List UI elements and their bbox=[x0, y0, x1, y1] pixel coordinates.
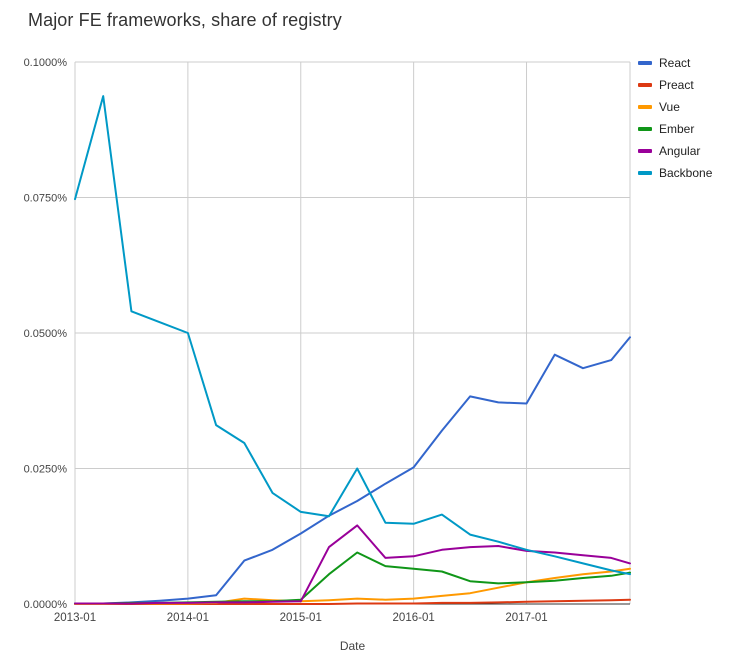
x-tick-label: 2016-01 bbox=[393, 612, 435, 624]
series-line-angular bbox=[74, 524, 631, 605]
y-tick-label: 0.0500% bbox=[24, 328, 68, 340]
legend-swatch-ember bbox=[638, 127, 652, 131]
x-tick-label: 2013-01 bbox=[54, 612, 96, 624]
series-line-react bbox=[74, 336, 631, 605]
x-tick-label: 2015-01 bbox=[280, 612, 322, 624]
legend-item-angular[interactable]: Angular bbox=[638, 140, 712, 162]
chart-title: Major FE frameworks, share of registry bbox=[28, 10, 342, 30]
x-axis-title: Date bbox=[340, 639, 366, 653]
legend-swatch-react bbox=[638, 61, 652, 65]
legend-item-ember[interactable]: Ember bbox=[638, 118, 712, 140]
x-tick-label: 2014-01 bbox=[167, 612, 209, 624]
y-tick-label: 0.0000% bbox=[24, 599, 68, 611]
legend-label-angular: Angular bbox=[659, 144, 701, 158]
legend-item-vue[interactable]: Vue bbox=[638, 96, 712, 118]
legend-item-backbone[interactable]: Backbone bbox=[638, 162, 712, 184]
legend-label-preact: Preact bbox=[659, 78, 694, 92]
legend-label-react: React bbox=[659, 56, 691, 70]
legend-swatch-vue bbox=[638, 105, 652, 109]
legend-swatch-angular bbox=[638, 149, 652, 153]
y-tick-label: 0.0750% bbox=[24, 193, 68, 205]
legend-label-backbone: Backbone bbox=[659, 166, 713, 180]
y-tick-label: 0.0250% bbox=[24, 464, 68, 476]
series-line-ember bbox=[74, 551, 631, 605]
y-tick-label: 0.1000% bbox=[24, 57, 68, 69]
legend-item-preact[interactable]: Preact bbox=[638, 74, 712, 96]
series-line-vue bbox=[74, 567, 631, 605]
legend-swatch-backbone bbox=[638, 171, 652, 175]
legend-item-react[interactable]: React bbox=[638, 52, 712, 74]
legend-swatch-preact bbox=[638, 83, 652, 87]
legend: React Preact Vue Ember Angular Backbone bbox=[638, 52, 712, 184]
legend-label-ember: Ember bbox=[659, 122, 695, 136]
legend-label-vue: Vue bbox=[659, 100, 680, 114]
series-line-backbone bbox=[74, 95, 631, 576]
x-tick-label: 2017-01 bbox=[505, 612, 547, 624]
